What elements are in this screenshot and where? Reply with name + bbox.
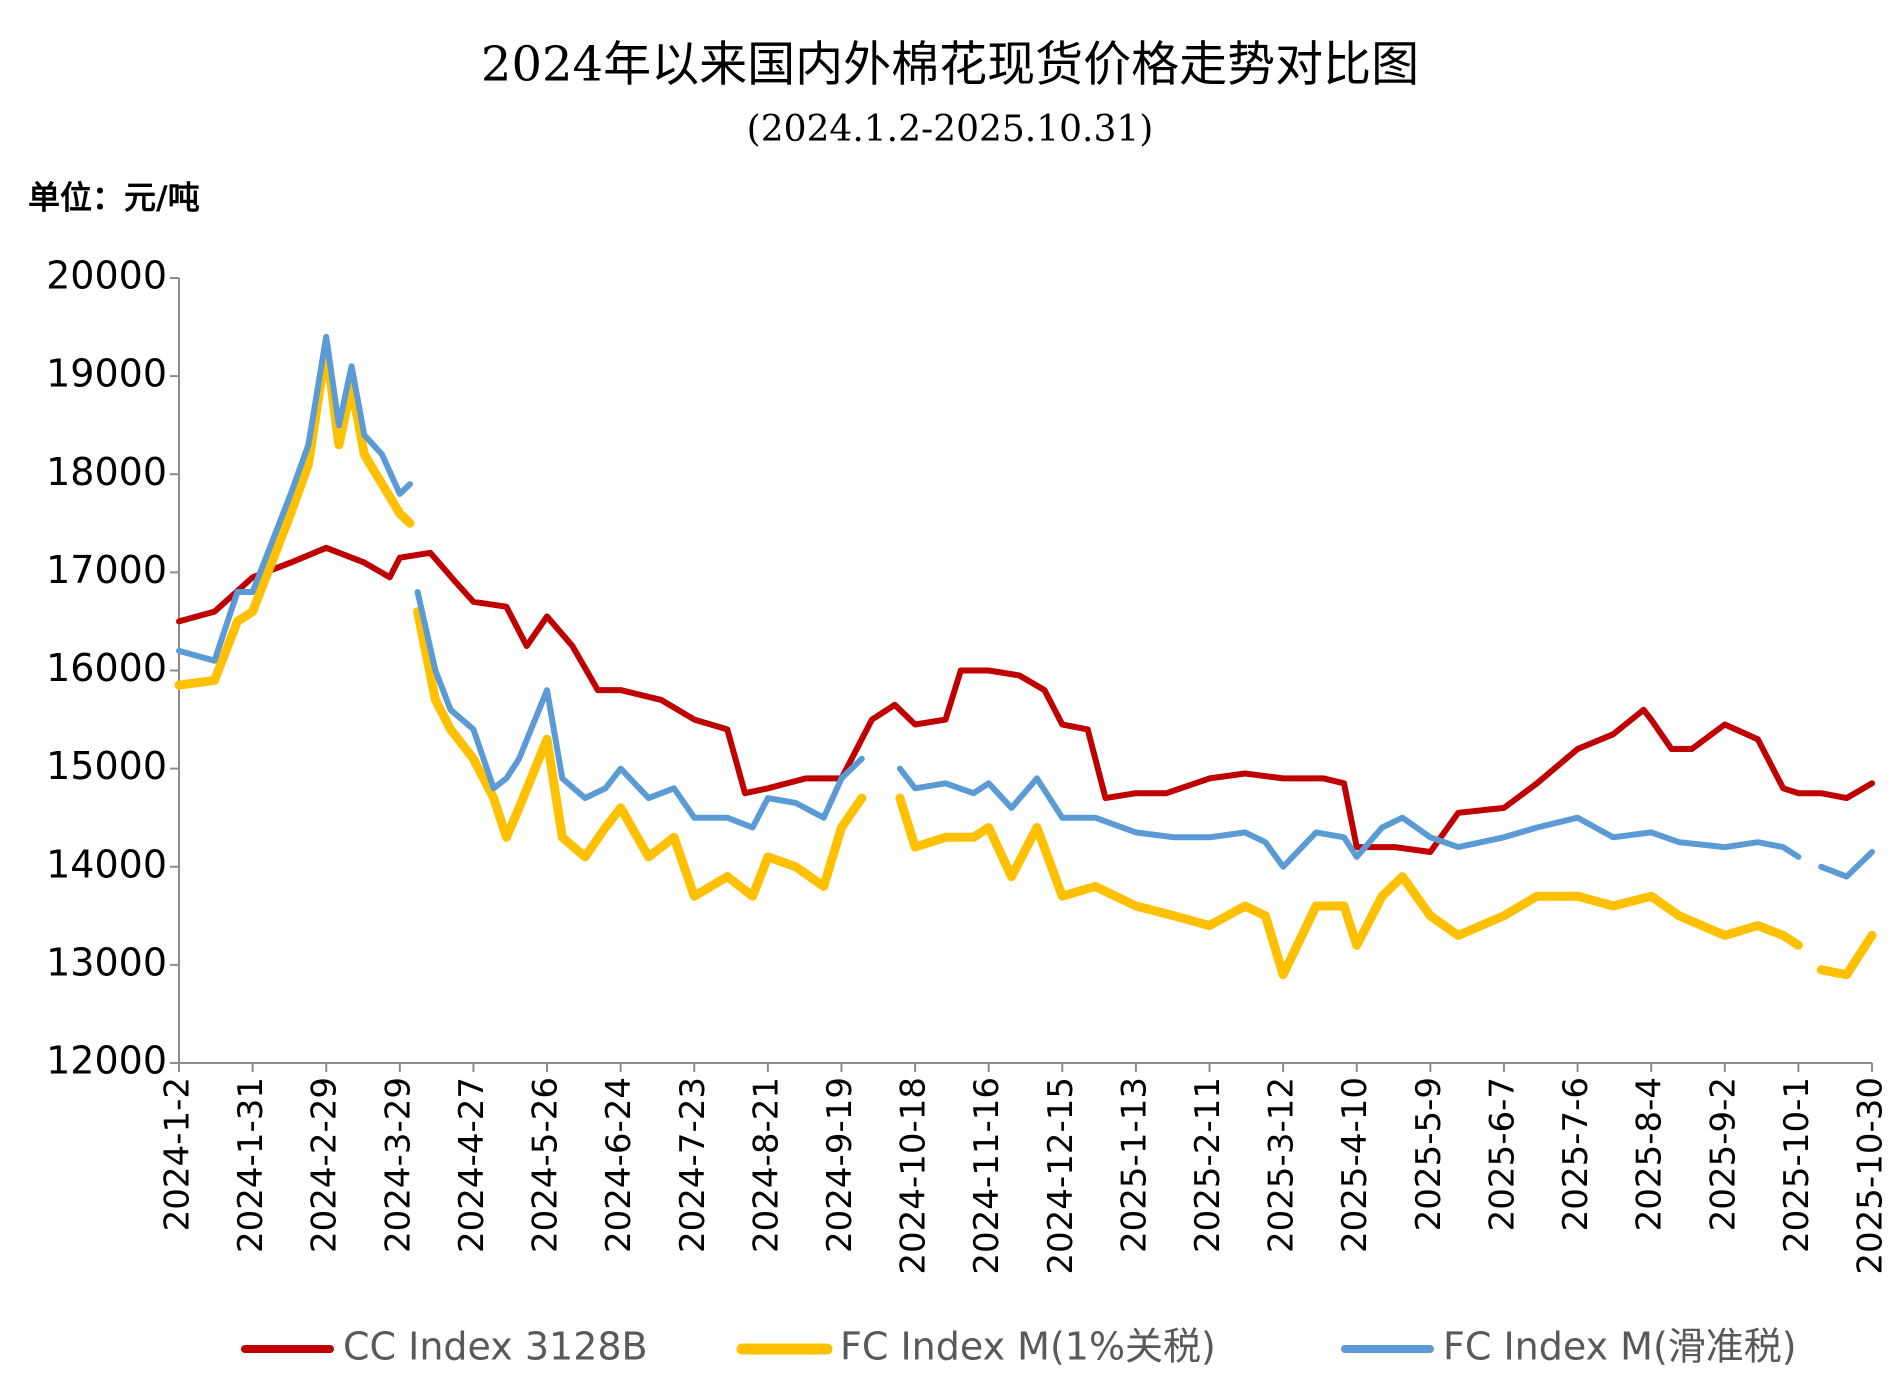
x-tick-label: 2024-6-24 bbox=[599, 1077, 639, 1253]
y-tick-label: 15000 bbox=[46, 744, 167, 788]
x-tick-label: 2024-1-2 bbox=[158, 1077, 198, 1231]
chart-subtitle: (2024.1.2-2025.10.31) bbox=[747, 109, 1154, 150]
x-tick-label: 2024-5-26 bbox=[526, 1077, 566, 1253]
x-tick-label: 2025-8-4 bbox=[1630, 1077, 1670, 1231]
y-tick-label: 17000 bbox=[46, 548, 167, 592]
x-tick-label: 2025-10-1 bbox=[1777, 1077, 1817, 1253]
y-tick-label: 20000 bbox=[46, 254, 167, 298]
series-line bbox=[176, 333, 1875, 880]
x-tick-label: 2025-6-7 bbox=[1482, 1077, 1522, 1231]
unit-label: 单位：元/吨 bbox=[28, 179, 200, 217]
x-tick-label: 2025-3-12 bbox=[1262, 1077, 1302, 1253]
x-tick-label: 2025-5-9 bbox=[1409, 1077, 1449, 1231]
y-tick-label: 16000 bbox=[46, 646, 167, 690]
x-tick-label: 2025-1-13 bbox=[1114, 1077, 1154, 1253]
y-tick-label: 12000 bbox=[46, 1039, 167, 1083]
legend-label: FC Index M(滑准税) bbox=[1443, 1325, 1797, 1369]
x-tick-label: 2024-3-29 bbox=[378, 1077, 418, 1253]
legend-label: FC Index M(1%关税) bbox=[840, 1325, 1216, 1369]
x-tick-label: 2024-4-27 bbox=[452, 1077, 492, 1253]
x-tick-label: 2025-2-11 bbox=[1188, 1077, 1228, 1253]
x-tick-label: 2024-8-21 bbox=[746, 1077, 786, 1253]
x-tick-label: 2025-10-30 bbox=[1851, 1077, 1891, 1275]
x-tick-label: 2024-7-23 bbox=[673, 1077, 713, 1253]
legend-label: CC Index 3128B bbox=[343, 1325, 648, 1369]
y-tick-label: 13000 bbox=[46, 940, 167, 984]
y-tick-label: 19000 bbox=[46, 352, 167, 396]
y-tick-label: 14000 bbox=[46, 842, 167, 886]
chart-title: 2024年以来国内外棉花现货价格走势对比图 bbox=[481, 37, 1419, 93]
x-tick-label: 2024-9-19 bbox=[820, 1077, 860, 1253]
x-tick-label: 2025-7-6 bbox=[1556, 1077, 1596, 1231]
x-tick-label: 2024-11-16 bbox=[967, 1077, 1007, 1275]
x-tick-label: 2024-2-29 bbox=[305, 1077, 345, 1253]
x-tick-label: 2025-9-2 bbox=[1703, 1077, 1743, 1231]
x-tick-label: 2024-1-31 bbox=[231, 1077, 271, 1253]
series-line bbox=[176, 544, 1875, 855]
x-tick-label: 2024-10-18 bbox=[894, 1077, 934, 1275]
y-tick-label: 18000 bbox=[46, 450, 167, 494]
x-tick-label: 2025-4-10 bbox=[1335, 1077, 1375, 1253]
x-tick-label: 2024-12-15 bbox=[1041, 1077, 1081, 1275]
